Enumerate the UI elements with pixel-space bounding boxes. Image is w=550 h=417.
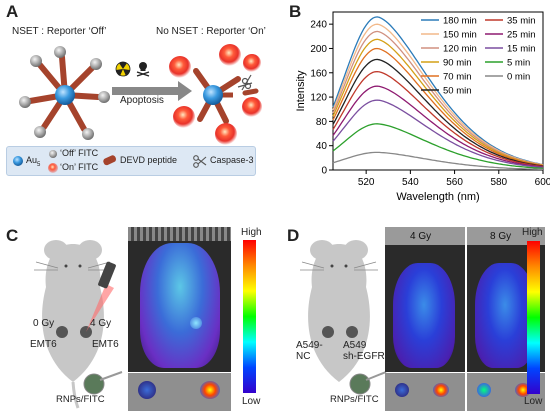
schematic-legend: Au5 ‘Off’ FITC ‘On’ FITC DEVD peptide Ca… xyxy=(6,146,256,176)
x-tick-label: 540 xyxy=(402,177,419,188)
au-legend-subscript: 5 xyxy=(37,161,41,168)
tumor-left-c xyxy=(56,326,68,338)
panel-a-label: A xyxy=(6,2,19,21)
radiation-icon xyxy=(115,61,131,77)
scale-low-c: Low xyxy=(242,396,261,407)
x-tick-label: 600 xyxy=(535,177,550,188)
x-tick-label: 580 xyxy=(490,177,507,188)
x-tick-label: 560 xyxy=(446,177,463,188)
series-line-0-min xyxy=(332,151,544,171)
colorbar-d xyxy=(527,241,540,394)
tumor-left-d xyxy=(322,326,334,338)
nanoparticle-on xyxy=(169,44,262,145)
peptide-legend-label: DEVD peptide xyxy=(120,155,178,165)
dose-8gy-label-d: 8 Gy xyxy=(490,231,512,242)
caspase-legend-label: Caspase-3 xyxy=(210,155,254,165)
series-line-90-min xyxy=(332,38,544,166)
irradiator-icon xyxy=(98,261,116,289)
panel-c-label: C xyxy=(6,226,19,245)
legend-label: 5 min xyxy=(507,58,530,69)
dose-4gy-label-d: 4 Gy xyxy=(410,231,432,242)
mouse-illustration-c xyxy=(34,240,123,409)
dose-left-c: 0 Gy xyxy=(33,318,55,329)
probe-label-d: RNPs/FITC xyxy=(330,394,379,405)
series-line-70-min xyxy=(332,47,544,167)
y-axis-title: Intensity xyxy=(295,70,307,111)
nset-off-title: NSET : Reporter ‘Off’ xyxy=(12,26,107,37)
series-line-150-min xyxy=(332,23,544,166)
dose-right-c: 4 Gy xyxy=(90,318,112,329)
au-swatch-icon xyxy=(13,156,23,166)
peptide-swatch-icon xyxy=(103,155,117,166)
y-tick-label: 240 xyxy=(310,20,327,31)
scissors-swatch-icon xyxy=(193,155,207,168)
panel-d-label: D xyxy=(287,226,300,245)
legend-label: 70 min xyxy=(443,72,472,83)
series-line-5-min xyxy=(332,123,544,169)
scale-low-d: Low xyxy=(524,396,543,407)
tumor-right-label-c: EMT6 xyxy=(92,339,119,350)
legend-label: 180 min xyxy=(443,16,477,27)
tumor-ex-vivo-image-c xyxy=(128,373,231,411)
mouse-illustration-d xyxy=(300,240,387,395)
x-axis-title: Wavelength (nm) xyxy=(396,191,479,203)
series-line-15-min xyxy=(332,99,544,169)
legend-label: 50 min xyxy=(443,86,472,97)
probe-label-c: RNPs/FITC xyxy=(56,394,105,405)
off-fitc-legend-label: ‘Off’ FITC xyxy=(60,148,99,158)
apoptosis-label: Apoptosis xyxy=(120,95,164,106)
legend-label: 25 min xyxy=(507,30,536,41)
fluorescence-spectra-chart: 520 540 560 580 600 0 40 80 120 160 200 240 Waveleng… xyxy=(295,11,550,203)
series-line-50-min xyxy=(332,58,544,167)
caspase-scissors-icon xyxy=(237,74,253,91)
y-tick-label: 0 xyxy=(321,166,327,177)
y-tick-label: 40 xyxy=(316,141,328,152)
on-fitc-legend-label: ‘On’ FITC xyxy=(60,162,99,172)
scale-high-d: High xyxy=(522,227,543,238)
y-tick-label: 120 xyxy=(310,93,327,104)
panel-b-label: B xyxy=(289,2,302,21)
legend-label: 35 min xyxy=(507,16,536,27)
series-line-25-min xyxy=(332,85,544,168)
nanoparticle-schematic xyxy=(19,44,262,145)
no-nset-on-title: No NSET : Reporter ‘On’ xyxy=(156,26,266,37)
tumor-left-label-d: A549- NC xyxy=(296,340,323,362)
au-legend-label: Au xyxy=(26,155,38,165)
nanoparticle-off xyxy=(19,46,110,140)
fluorescence-image-d-8gy xyxy=(467,227,545,372)
apoptosis-arrow xyxy=(112,81,192,101)
y-tick-label: 200 xyxy=(310,44,327,55)
x-tick-label: 520 xyxy=(358,177,375,188)
tumor-right-label-d: A549 sh-EGFR xyxy=(343,340,385,362)
skull-icon xyxy=(136,62,150,77)
series-line-120-min xyxy=(332,30,544,166)
y-tick-label: 80 xyxy=(316,117,328,128)
plot-frame xyxy=(332,11,544,171)
legend-label: 0 min xyxy=(507,72,530,83)
on-fitc-swatch-icon xyxy=(48,163,58,173)
legend-label: 120 min xyxy=(443,44,477,55)
tumor-ex-vivo-image-d-4gy xyxy=(385,373,465,411)
off-fitc-swatch-icon xyxy=(49,150,57,158)
y-tick-label: 160 xyxy=(310,68,327,79)
fluorescence-image-c xyxy=(128,227,231,372)
tumor-right-d xyxy=(346,326,358,338)
legend-label: 150 min xyxy=(443,30,477,41)
tumor-left-label-c: EMT6 xyxy=(30,339,57,350)
legend-label: 90 min xyxy=(443,58,472,69)
series-line-35-min xyxy=(332,70,544,168)
fluorescence-image-d-4gy xyxy=(385,227,465,372)
colorbar-c xyxy=(243,240,256,393)
legend-label: 15 min xyxy=(507,44,536,55)
scale-high-c: High xyxy=(241,227,262,238)
